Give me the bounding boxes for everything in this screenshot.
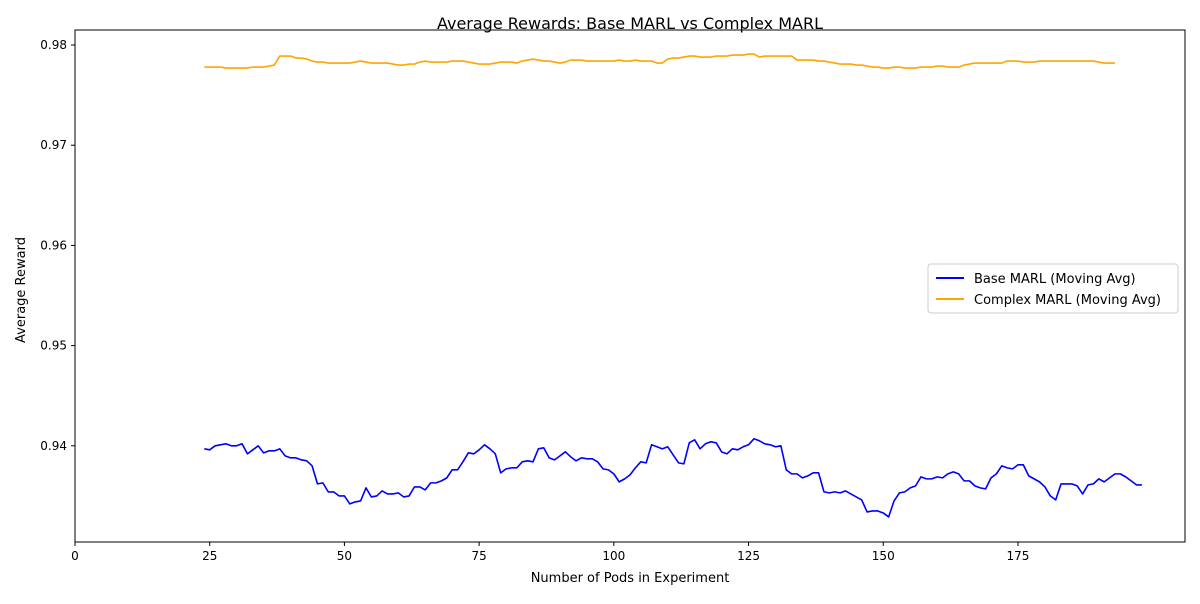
x-axis-label: Number of Pods in Experiment <box>531 571 730 586</box>
x-tick-label: 175 <box>1007 549 1030 563</box>
x-tick-label: 150 <box>872 549 895 563</box>
y-tick-label: 0.94 <box>40 439 67 453</box>
x-tick-label: 50 <box>337 549 352 563</box>
legend: Base MARL (Moving Avg) Complex MARL (Mov… <box>927 263 1179 314</box>
chart-title: Average Rewards: Base MARL vs Complex MA… <box>437 14 823 33</box>
x-tick-label: 100 <box>602 549 625 563</box>
legend-box <box>927 263 1179 314</box>
x-tick-label: 0 <box>71 549 79 563</box>
legend-label-complex-marl: Complex MARL (Moving Avg) <box>974 293 1161 308</box>
plot-frame <box>74 29 1186 543</box>
series-line-complex-marl-moving-avg <box>204 53 1115 69</box>
y-tick-label: 0.98 <box>40 38 67 52</box>
y-axis-label: Average Reward <box>14 237 29 343</box>
x-axis: 0 25 50 75 100 125 150 175 <box>71 542 1029 563</box>
x-tick-label: 75 <box>471 549 486 563</box>
y-tick-label: 0.96 <box>40 238 67 252</box>
y-tick-label: 0.97 <box>40 138 67 152</box>
legend-label-base-marl: Base MARL (Moving Avg) <box>974 272 1136 287</box>
plot-lines <box>204 53 1142 518</box>
y-axis: 0.94 0.95 0.96 0.97 0.98 <box>40 38 75 453</box>
y-tick-label: 0.95 <box>40 339 67 353</box>
series-line-base-marl-moving-avg <box>204 437 1142 518</box>
x-tick-label: 25 <box>202 549 217 563</box>
x-tick-label: 125 <box>737 549 760 563</box>
